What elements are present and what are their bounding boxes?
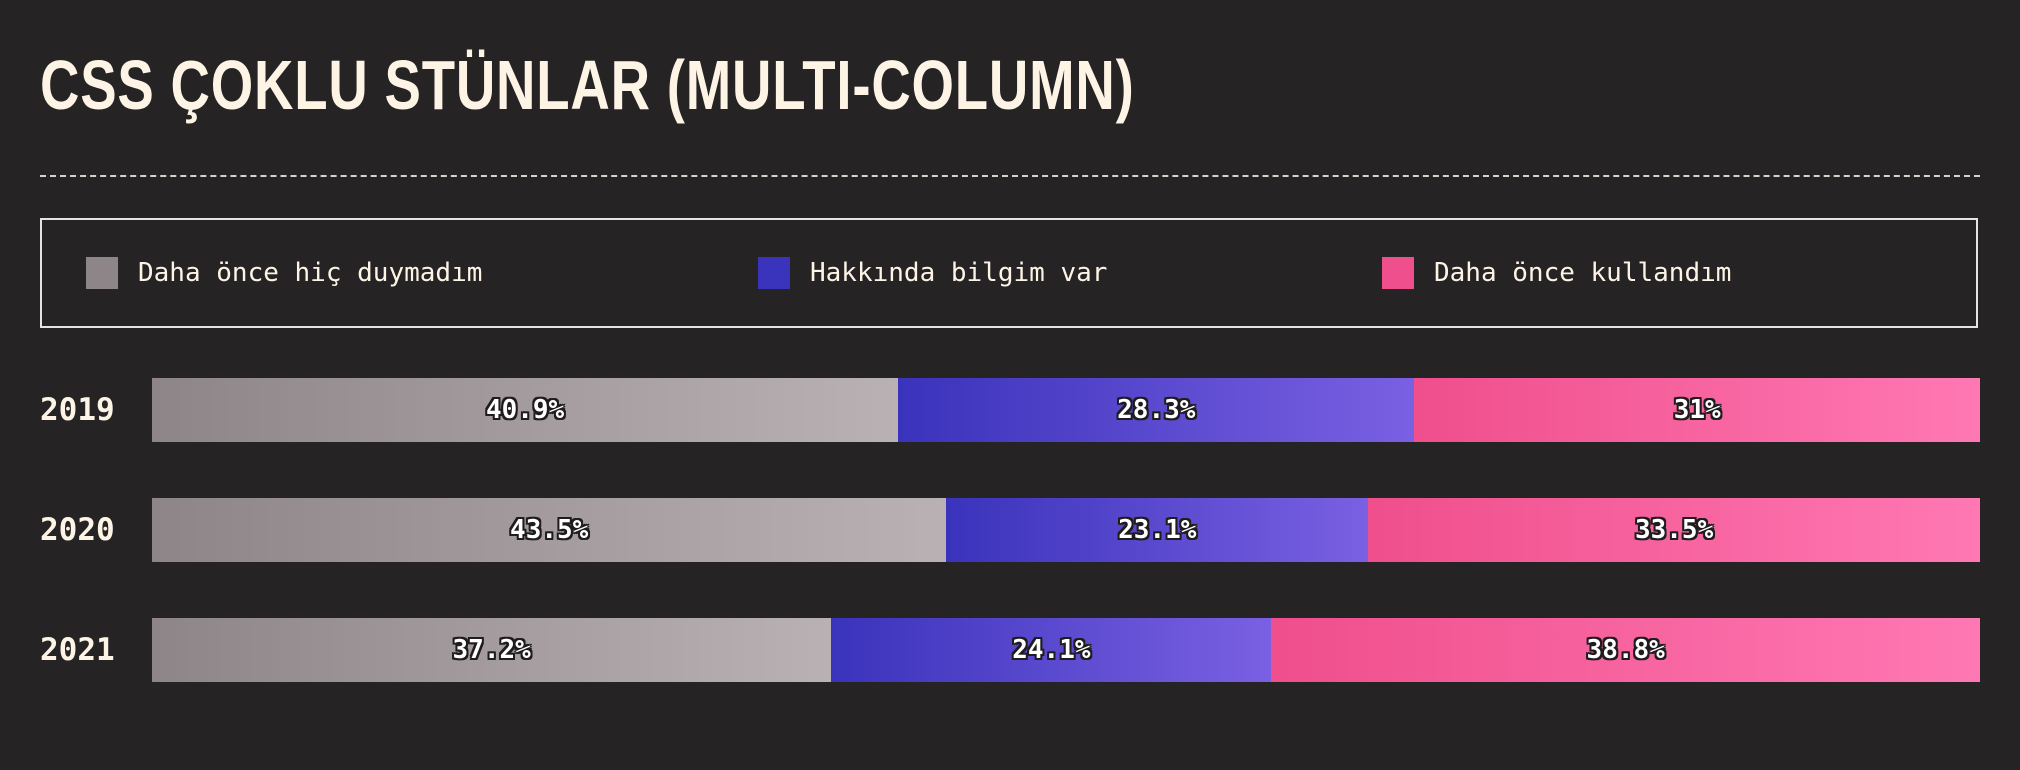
legend-swatch-know-about — [758, 257, 790, 289]
data-label-2020-know-about: 23.1% — [1118, 515, 1197, 545]
chart-title: CSS ÇOKLU STÜNLAR (MULTI-COLUMN) — [40, 46, 1135, 124]
bar-segment-2021-never-heard: 37.2% — [152, 618, 832, 682]
title-divider — [40, 175, 1980, 177]
legend-item-never-heard: Daha önce hiç duymadım — [86, 220, 482, 326]
data-label-2019-never-heard: 40.9% — [485, 395, 565, 425]
data-label-2020-never-heard: 43.5% — [510, 515, 589, 545]
bar-segment-2021-know-about: 24.1% — [831, 618, 1272, 682]
year-label-2021: 2021 — [40, 632, 115, 668]
bar-segment-2019-used-before: 31% — [1414, 378, 1980, 442]
bar-row-2020: 2020 43.5% 23.1% 33.5% — [0, 498, 2020, 562]
data-label-2019-used-before: 31% — [1673, 395, 1721, 425]
legend-label-never-heard: Daha önce hiç duymadım — [138, 258, 483, 288]
data-label-2021-used-before: 38.8% — [1586, 635, 1665, 665]
year-label-2020: 2020 — [40, 512, 115, 548]
legend-label-used-before: Daha önce kullandım — [1434, 258, 1732, 288]
bar-segment-2019-never-heard: 40.9% — [152, 378, 899, 442]
bar-segment-2021-used-before: 38.8% — [1271, 618, 1980, 682]
legend: Daha önce hiç duymadım Hakkında bilgim v… — [40, 218, 1978, 328]
bar-row-2021: 2021 37.2% 24.1% 38.8% — [0, 618, 2020, 682]
legend-label-know-about: Hakkında bilgim var — [810, 258, 1108, 288]
stacked-bar-2019: 40.9% 28.3% 31% — [152, 378, 1980, 442]
legend-swatch-used-before — [1382, 257, 1414, 289]
legend-item-know-about: Hakkında bilgim var — [758, 220, 1107, 326]
bar-segment-2020-used-before: 33.5% — [1368, 498, 1980, 562]
data-label-2021-never-heard: 37.2% — [452, 635, 531, 665]
data-label-2019-know-about: 28.3% — [1117, 395, 1196, 425]
bar-segment-2020-never-heard: 43.5% — [152, 498, 947, 562]
stacked-bar-2020: 43.5% 23.1% 33.5% — [152, 498, 1980, 562]
stacked-bar-2021: 37.2% 24.1% 38.8% — [152, 618, 1980, 682]
data-label-2021-know-about: 24.1% — [1012, 635, 1091, 665]
bar-segment-2019-know-about: 28.3% — [898, 378, 1415, 442]
legend-item-used-before: Daha önce kullandım — [1382, 220, 1731, 326]
year-label-2019: 2019 — [40, 392, 115, 428]
bar-row-2019: 2019 40.9% 28.3% 31% — [0, 378, 2020, 442]
legend-swatch-never-heard — [86, 257, 118, 289]
data-label-2020-used-before: 33.5% — [1634, 515, 1714, 545]
bar-segment-2020-know-about: 23.1% — [946, 498, 1369, 562]
